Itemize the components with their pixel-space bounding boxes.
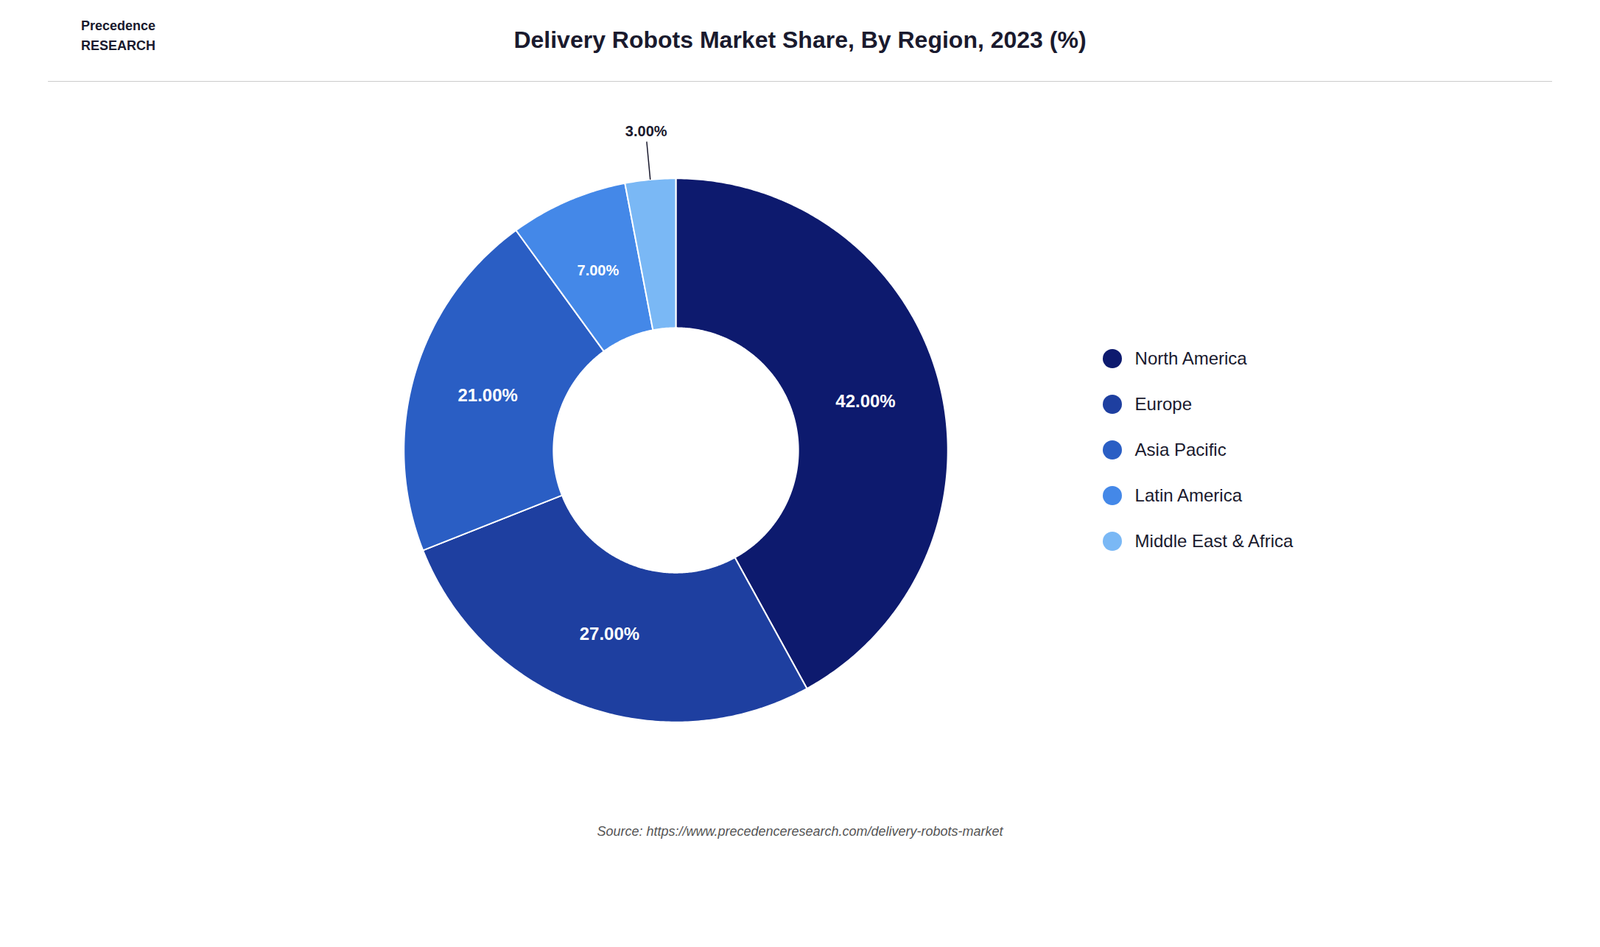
svg-text:7.00%: 7.00% xyxy=(576,262,619,279)
html-text:Europe: Europe xyxy=(1134,394,1192,414)
svg-text:21.00%: 21.00% xyxy=(457,385,518,406)
html-text:Delivery Robots Market Share,: Delivery Robots Market Share, By Region,… xyxy=(513,26,1087,54)
svg-text:3.00%: 3.00% xyxy=(624,123,667,140)
html-text:Asia Pacific: Asia Pacific xyxy=(1134,439,1227,460)
svg-text:27.00%: 27.00% xyxy=(579,623,639,644)
html-text:Precedence: Precedence xyxy=(81,18,156,34)
html-text:North America: North America xyxy=(1134,348,1247,369)
html-text:Source: https://www.precedence: Source: https://www.precedenceresearch.c… xyxy=(596,824,1004,840)
svg-text:42.00%: 42.00% xyxy=(835,391,896,412)
html-text:Middle East & Africa: Middle East & Africa xyxy=(1134,531,1294,552)
html-text:RESEARCH: RESEARCH xyxy=(81,38,156,54)
html-text:Latin America: Latin America xyxy=(1134,485,1242,506)
